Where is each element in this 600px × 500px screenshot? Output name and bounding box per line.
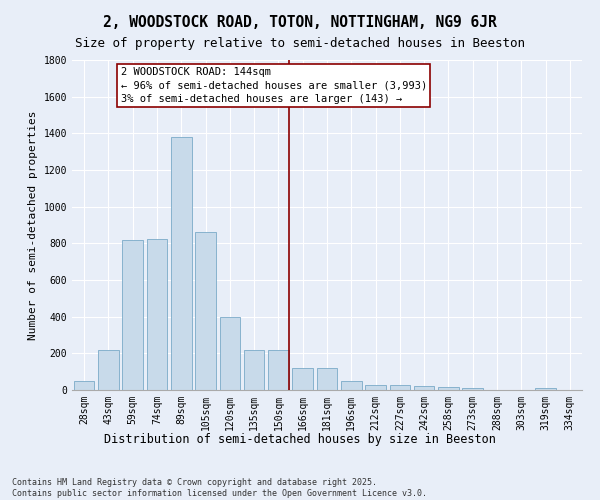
Bar xyxy=(463,388,483,390)
Y-axis label: Number of semi-detached properties: Number of semi-detached properties xyxy=(28,110,38,340)
Bar xyxy=(171,137,191,390)
Bar xyxy=(292,368,313,390)
Text: 2, WOODSTOCK ROAD, TOTON, NOTTINGHAM, NG9 6JR: 2, WOODSTOCK ROAD, TOTON, NOTTINGHAM, NG… xyxy=(103,15,497,30)
Bar xyxy=(146,239,167,390)
Bar xyxy=(438,387,459,390)
Text: Contains HM Land Registry data © Crown copyright and database right 2025.
Contai: Contains HM Land Registry data © Crown c… xyxy=(12,478,427,498)
Bar xyxy=(220,316,240,390)
Text: Distribution of semi-detached houses by size in Beeston: Distribution of semi-detached houses by … xyxy=(104,432,496,446)
Bar xyxy=(341,381,362,390)
Bar xyxy=(98,350,119,390)
Bar xyxy=(74,381,94,390)
Bar xyxy=(414,386,434,390)
Bar xyxy=(268,350,289,390)
Text: 2 WOODSTOCK ROAD: 144sqm
← 96% of semi-detached houses are smaller (3,993)
3% of: 2 WOODSTOCK ROAD: 144sqm ← 96% of semi-d… xyxy=(121,68,427,104)
Bar xyxy=(365,384,386,390)
Text: Size of property relative to semi-detached houses in Beeston: Size of property relative to semi-detach… xyxy=(75,38,525,51)
Bar xyxy=(317,368,337,390)
Bar xyxy=(122,240,143,390)
Bar xyxy=(195,232,216,390)
Bar xyxy=(389,386,410,390)
Bar xyxy=(244,350,265,390)
Bar xyxy=(535,388,556,390)
